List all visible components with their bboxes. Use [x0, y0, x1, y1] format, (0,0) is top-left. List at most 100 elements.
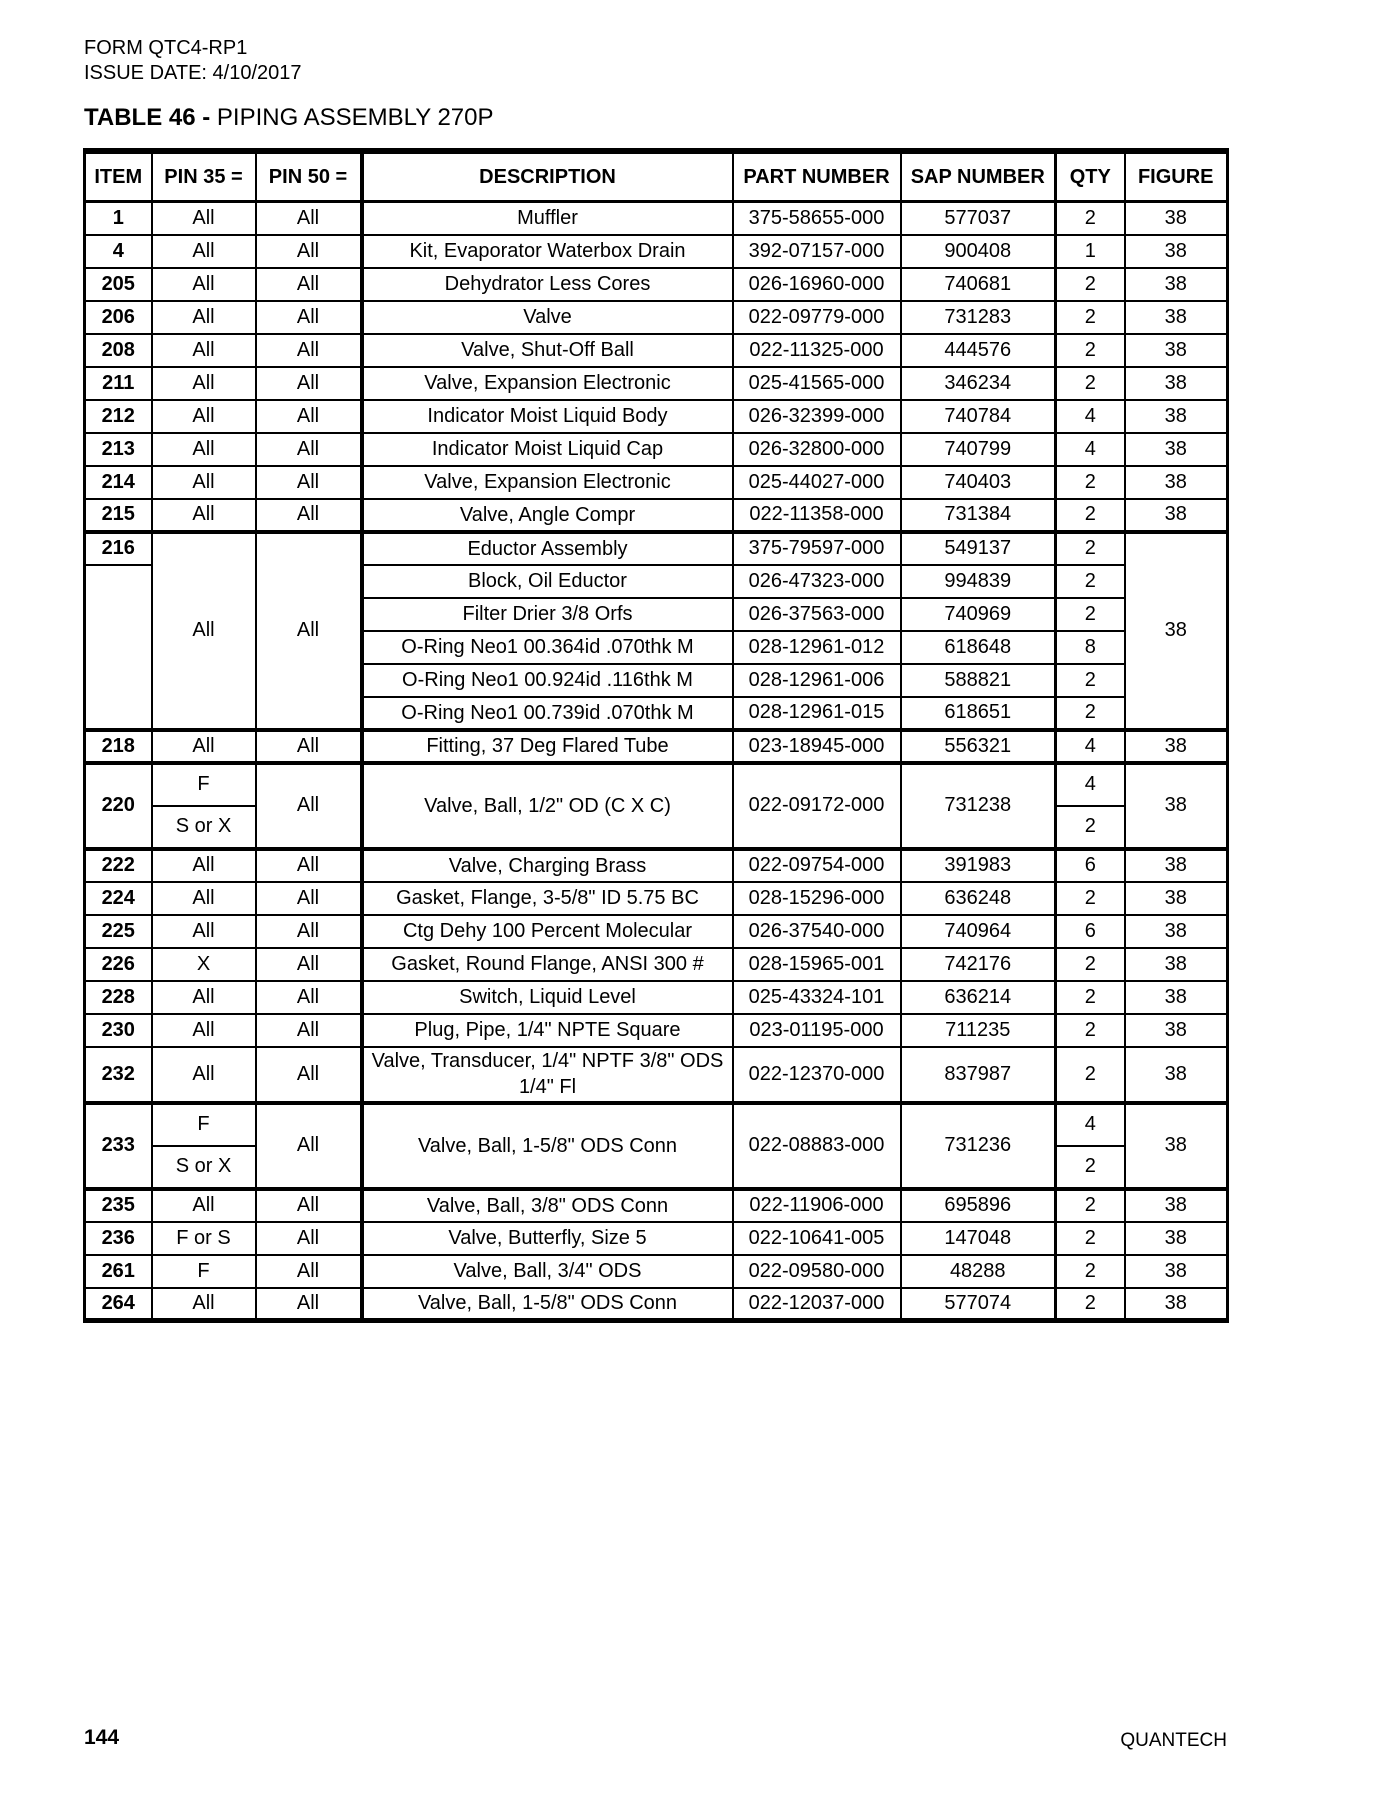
cell-pin35: All	[150, 1286, 257, 1322]
cell-pin50: All	[254, 398, 363, 434]
cell-item: 228	[83, 979, 153, 1015]
cell-qty: 4	[1054, 760, 1126, 807]
cell-sap-number: 444576	[899, 332, 1057, 368]
cell-pin35: All	[150, 979, 257, 1015]
cell-sap-number: 577074	[899, 1286, 1057, 1322]
cell-pin50: All	[254, 727, 363, 764]
table-row-group-233: 233 F All Valve, Ball, 1-5/8" ODS Conn 0…	[83, 1100, 1229, 1190]
cell-sap-number: 618651	[899, 695, 1057, 731]
table-row: O-Ring Neo1 00.739id .070thk M 028-12961…	[85, 695, 1228, 731]
cell-description: Indicator Moist Liquid Body	[359, 398, 734, 434]
cell-pin35: All	[150, 431, 257, 467]
table-row: 1 All All Muffler 375-58655-000 577037 2…	[83, 200, 1229, 236]
cell-sap-number: 740964	[899, 913, 1057, 949]
cell-pin35: All	[150, 880, 257, 916]
cell-sap-number: 740403	[899, 464, 1057, 500]
cell-pin50: All	[254, 1045, 363, 1104]
cell-pin50: All	[254, 1253, 363, 1289]
cell-pin50: All	[254, 529, 363, 731]
cell-pin35: F or S	[150, 1220, 257, 1256]
cell-figure: 38	[1123, 233, 1229, 269]
cell-sap-number: 636248	[899, 880, 1057, 916]
cell-qty: 6	[1054, 846, 1126, 883]
cell-sap-number: 731238	[899, 760, 1057, 850]
cell-description: Valve, Angle Compr	[359, 497, 734, 533]
cell-sap-number: 711235	[899, 1012, 1057, 1048]
cell-qty: 2	[1054, 1045, 1126, 1104]
cell-figure: 38	[1123, 1220, 1229, 1256]
table-row: 212 All All Indicator Moist Liquid Body …	[83, 398, 1229, 434]
cell-qty: 2	[1054, 596, 1126, 632]
cell-item: 205	[83, 266, 153, 302]
table-row: S or X 2	[85, 804, 1228, 850]
col-header-item: ITEM	[83, 150, 153, 203]
cell-qty: 2	[1054, 880, 1126, 916]
cell-qty: 2	[1054, 563, 1126, 599]
table-header-row: ITEM PIN 35 = PIN 50 = DESCRIPTION PART …	[83, 150, 1229, 203]
cell-item: 1	[83, 200, 153, 236]
table-row: 205 All All Dehydrator Less Cores 026-16…	[83, 266, 1229, 302]
cell-pin50: All	[254, 1100, 363, 1190]
cell-description: Plug, Pipe, 1/4" NPTE Square	[359, 1012, 734, 1048]
cell-sap-number: 740681	[899, 266, 1057, 302]
cell-description: Valve, Expansion Electronic	[359, 365, 734, 401]
table-row: O-Ring Neo1 00.924id .116thk M 028-12961…	[85, 662, 1228, 698]
table-row: 236 F or S All Valve, Butterfly, Size 5 …	[83, 1220, 1229, 1256]
cell-item: 261	[83, 1253, 153, 1289]
cell-description: Valve, Ball, 3/8" ODS Conn	[359, 1186, 734, 1223]
cell-pin50: All	[254, 1286, 363, 1322]
cell-sap-number: 577037	[899, 200, 1057, 236]
cell-description: Valve, Shut-Off Ball	[359, 332, 734, 368]
cell-sap-number: 695896	[899, 1186, 1057, 1223]
cell-sap-number: 147048	[899, 1220, 1057, 1256]
table-row: Filter Drier 3/8 Orfs 026-37563-000 7409…	[85, 596, 1228, 632]
cell-qty: 2	[1054, 804, 1126, 850]
cell-part-number: 026-16960-000	[731, 266, 902, 302]
cell-pin35: All	[150, 497, 257, 533]
table-row: 224 All All Gasket, Flange, 3-5/8" ID 5.…	[83, 880, 1229, 916]
cell-figure: 38	[1123, 266, 1229, 302]
cell-pin35: X	[150, 946, 257, 982]
cell-description: Gasket, Flange, 3-5/8" ID 5.75 BC	[359, 880, 734, 916]
cell-sap-number: 731384	[899, 497, 1057, 533]
cell-sap-number: 549137	[899, 529, 1057, 566]
cell-qty: 4	[1054, 431, 1126, 467]
cell-pin35: All	[150, 1045, 257, 1104]
brand-name: QUANTECH	[1120, 1730, 1227, 1751]
cell-item-empty	[83, 563, 153, 731]
cell-description: Switch, Liquid Level	[359, 979, 734, 1015]
cell-pin35: All	[150, 913, 257, 949]
cell-part-number: 025-41565-000	[731, 365, 902, 401]
cell-description: Indicator Moist Liquid Cap	[359, 431, 734, 467]
cell-part-number: 026-37540-000	[731, 913, 902, 949]
cell-qty: 2	[1054, 1286, 1126, 1322]
cell-item: 226	[83, 946, 153, 982]
cell-item: 211	[83, 365, 153, 401]
cell-description: Block, Oil Eductor	[359, 563, 734, 599]
table-row: 4 All All Kit, Evaporator Waterbox Drain…	[83, 233, 1229, 269]
table-row: O-Ring Neo1 00.364id .070thk M 028-12961…	[85, 629, 1228, 665]
cell-pin50: All	[254, 266, 363, 302]
cell-part-number: 028-12961-006	[731, 662, 902, 698]
table-row: S or X 2	[85, 1144, 1228, 1190]
cell-pin50: All	[254, 365, 363, 401]
cell-qty: 2	[1054, 946, 1126, 982]
cell-item: 206	[83, 299, 153, 335]
cell-pin35: All	[150, 398, 257, 434]
cell-sap-number: 346234	[899, 365, 1057, 401]
cell-description: Ctg Dehy 100 Percent Molecular	[359, 913, 734, 949]
cell-figure: 38	[1123, 1045, 1229, 1104]
cell-figure: 38	[1123, 200, 1229, 236]
cell-part-number: 028-15296-000	[731, 880, 902, 916]
col-header-sap-number: SAP NUMBER	[899, 150, 1057, 203]
cell-sap-number: 48288	[899, 1253, 1057, 1289]
cell-description: O-Ring Neo1 00.924id .116thk M	[359, 662, 734, 698]
cell-sap-number: 618648	[899, 629, 1057, 665]
cell-description: Valve, Ball, 1-5/8" ODS Conn	[359, 1100, 734, 1190]
cell-pin35: F	[150, 760, 257, 807]
cell-part-number: 392-07157-000	[731, 233, 902, 269]
cell-description: Valve, Butterfly, Size 5	[359, 1220, 734, 1256]
cell-description: Valve, Charging Brass	[359, 846, 734, 883]
cell-qty: 2	[1054, 1220, 1126, 1256]
cell-part-number: 028-12961-012	[731, 629, 902, 665]
